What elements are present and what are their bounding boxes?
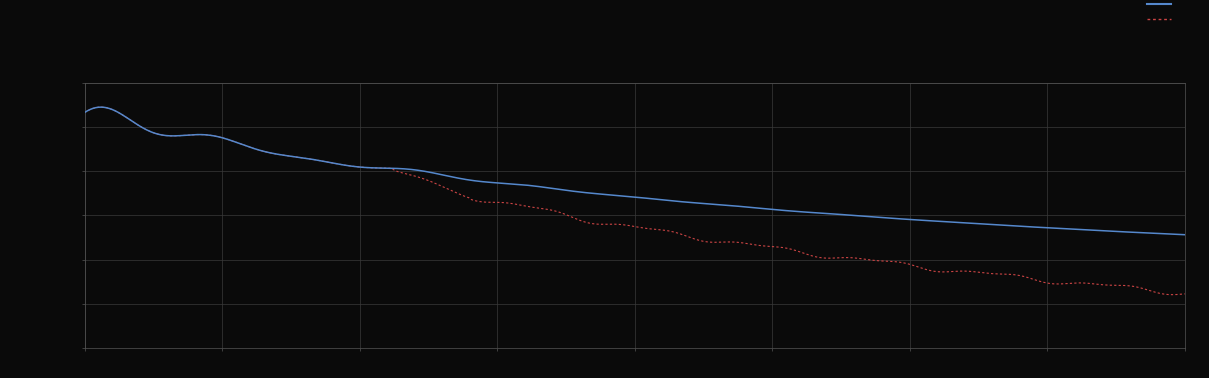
Legend: , : , [1143, 0, 1180, 28]
